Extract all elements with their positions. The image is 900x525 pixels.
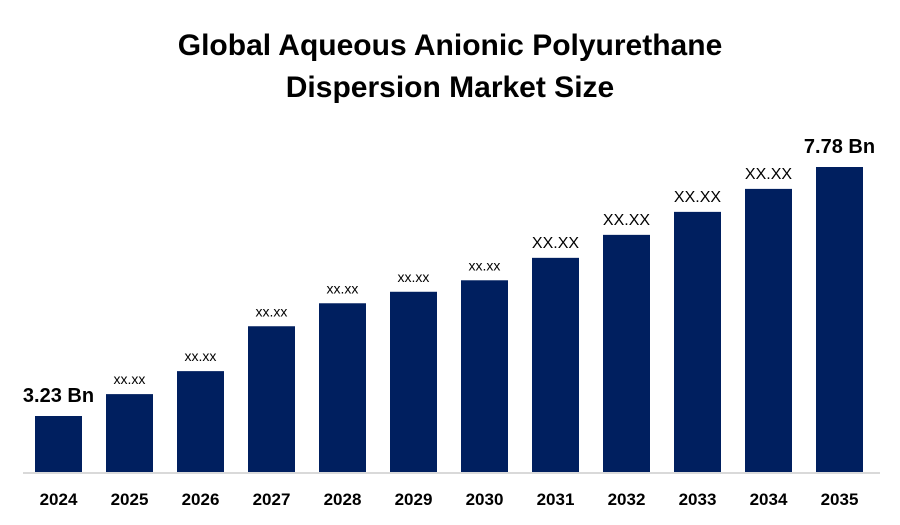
data-label: 3.23 Bn [23, 385, 94, 407]
x-tick-label: 2027 [253, 490, 291, 509]
x-tick-label: 2031 [537, 490, 575, 509]
data-label: xx.xx [327, 280, 359, 296]
x-tick-label: 2025 [111, 490, 149, 509]
bar-2025 [106, 394, 153, 472]
bar-2026 [177, 371, 224, 472]
data-label: XX.XX [674, 189, 721, 206]
bar-2030 [461, 280, 508, 472]
x-tick-label: 2024 [40, 490, 78, 509]
x-tick-label: 2030 [466, 490, 504, 509]
bar-2027 [248, 326, 295, 472]
x-tick-label: 2034 [750, 490, 788, 509]
x-tick-label: 2029 [395, 490, 433, 509]
bar-2029 [390, 291, 437, 472]
bar-2031 [532, 257, 579, 472]
data-label: 7.78 Bn [804, 136, 875, 158]
data-label: xx.xx [114, 371, 146, 387]
x-tick-label: 2032 [608, 490, 646, 509]
chart-title-line-2: Dispersion Market Size [286, 71, 614, 104]
bar-2034 [745, 188, 792, 472]
data-label: xx.xx [185, 348, 217, 364]
data-label: XX.XX [603, 212, 650, 229]
chart-title-line-1: Global Aqueous Anionic Polyurethane [178, 29, 723, 62]
data-label: xx.xx [469, 257, 501, 273]
x-tick-label: 2035 [821, 490, 859, 509]
bar-2024 [35, 416, 82, 472]
x-tick-label: 2028 [324, 490, 362, 509]
x-tick-label: 2033 [679, 490, 717, 509]
data-label: xx.xx [398, 269, 430, 285]
bar-2028 [319, 303, 366, 472]
data-label: XX.XX [532, 235, 579, 252]
data-label: XX.XX [745, 166, 792, 183]
bar-2032 [603, 234, 650, 472]
x-tick-label: 2026 [182, 490, 220, 509]
bar-2035 [816, 167, 863, 472]
data-label: xx.xx [256, 303, 288, 319]
bar-2033 [674, 211, 721, 472]
